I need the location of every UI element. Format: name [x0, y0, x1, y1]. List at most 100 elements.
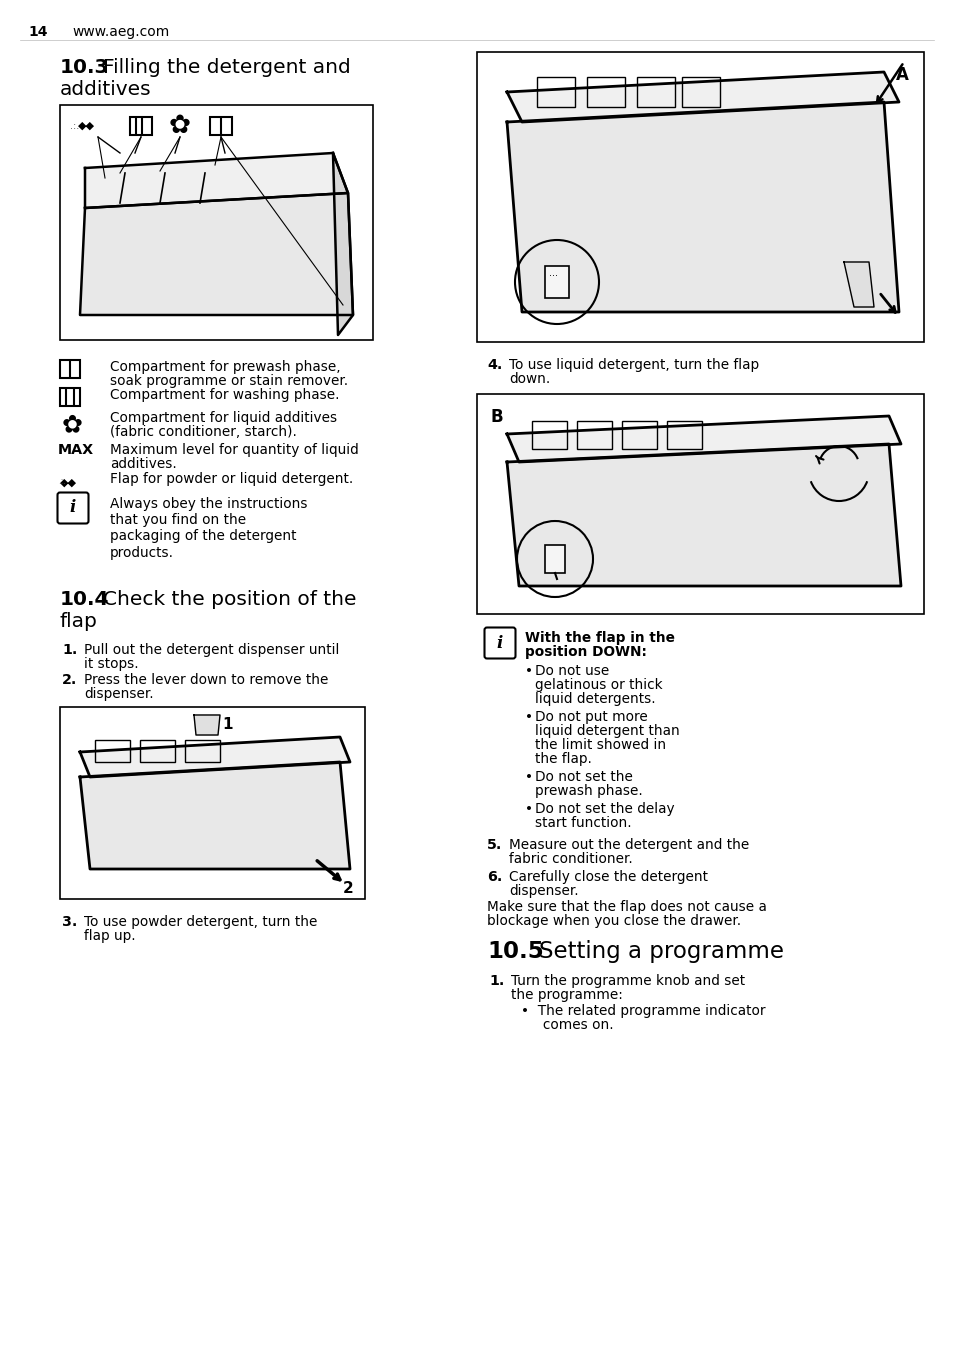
Text: Filling the detergent and: Filling the detergent and	[103, 58, 351, 77]
Polygon shape	[506, 444, 900, 586]
Polygon shape	[506, 416, 900, 462]
Text: With the flap in the: With the flap in the	[524, 631, 674, 645]
Text: 10.5: 10.5	[486, 940, 543, 963]
Text: soak programme or stain remover.: soak programme or stain remover.	[110, 374, 348, 389]
Text: 4.: 4.	[486, 357, 502, 372]
Text: position DOWN:: position DOWN:	[524, 645, 646, 659]
Text: flap: flap	[60, 612, 98, 631]
Bar	[140, 741, 174, 762]
Text: i: i	[70, 500, 76, 516]
Text: start function.: start function.	[535, 816, 631, 830]
Text: 10.3: 10.3	[60, 58, 110, 77]
Text: dispenser.: dispenser.	[509, 884, 578, 898]
Text: flap up.: flap up.	[84, 929, 135, 942]
Bar	[476, 394, 923, 613]
Text: the programme:: the programme:	[511, 988, 622, 1002]
Text: Measure out the detergent and the: Measure out the detergent and the	[509, 838, 748, 852]
Text: Setting a programme: Setting a programme	[538, 940, 783, 963]
Bar	[185, 741, 220, 762]
Text: Compartment for washing phase.: Compartment for washing phase.	[110, 389, 339, 402]
Text: down.: down.	[509, 372, 550, 386]
Text: Carefully close the detergent: Carefully close the detergent	[509, 871, 707, 884]
Text: •: •	[524, 770, 533, 784]
Text: Do not put more: Do not put more	[535, 709, 647, 724]
Bar	[621, 421, 657, 450]
Polygon shape	[80, 194, 353, 315]
Bar	[476, 51, 923, 343]
Text: gelatinous or thick: gelatinous or thick	[535, 678, 662, 692]
Text: additives: additives	[60, 80, 152, 99]
Polygon shape	[506, 102, 898, 311]
Text: ...: ...	[548, 268, 558, 278]
Text: Pull out the detergent dispenser until: Pull out the detergent dispenser until	[84, 643, 339, 657]
Text: •  The related programme indicator: • The related programme indicator	[520, 1005, 764, 1018]
Bar	[60, 360, 80, 378]
Text: 2: 2	[343, 881, 354, 896]
Text: 6.: 6.	[486, 871, 502, 884]
Bar	[95, 741, 130, 762]
Bar	[577, 421, 612, 450]
Text: To use liquid detergent, turn the flap: To use liquid detergent, turn the flap	[509, 357, 759, 372]
Text: 1.: 1.	[62, 643, 77, 657]
Bar	[544, 265, 568, 298]
Text: comes on.: comes on.	[520, 1018, 613, 1032]
Text: ✿: ✿	[169, 112, 191, 139]
Text: Maximum level for quantity of liquid: Maximum level for quantity of liquid	[110, 443, 358, 458]
Text: •: •	[524, 802, 533, 816]
Text: prewash phase.: prewash phase.	[535, 784, 642, 798]
Bar	[60, 707, 365, 899]
Text: To use powder detergent, turn the: To use powder detergent, turn the	[84, 915, 317, 929]
Text: dispenser.: dispenser.	[84, 686, 153, 701]
Text: the flap.: the flap.	[535, 751, 591, 766]
Text: Compartment for prewash phase,: Compartment for prewash phase,	[110, 360, 340, 374]
Text: ◆◆: ◆◆	[60, 478, 77, 487]
Text: Always obey the instructions
that you find on the
packaging of the detergent
pro: Always obey the instructions that you fi…	[110, 497, 307, 559]
Text: .:.: .:.	[70, 121, 79, 131]
Text: 5.: 5.	[486, 838, 502, 852]
Text: Do not set the delay: Do not set the delay	[535, 802, 674, 816]
Bar	[586, 77, 624, 107]
Polygon shape	[333, 153, 353, 334]
Text: 10.4: 10.4	[60, 590, 110, 609]
Text: 2.: 2.	[62, 673, 77, 686]
Text: 3.: 3.	[62, 915, 77, 929]
Text: •: •	[524, 709, 533, 724]
Text: liquid detergents.: liquid detergents.	[535, 692, 655, 705]
Text: 1: 1	[222, 718, 233, 733]
Text: .:.: .:.	[58, 477, 66, 486]
Text: ◆◆: ◆◆	[78, 121, 95, 131]
Text: i: i	[497, 635, 502, 651]
Text: fabric conditioner.: fabric conditioner.	[509, 852, 632, 867]
Text: Do not set the: Do not set the	[535, 770, 632, 784]
Text: 1.: 1.	[489, 974, 504, 988]
Text: it stops.: it stops.	[84, 657, 138, 672]
Text: Make sure that the flap does not cause a: Make sure that the flap does not cause a	[486, 900, 766, 914]
Text: Press the lever down to remove the: Press the lever down to remove the	[84, 673, 328, 686]
Polygon shape	[85, 153, 348, 209]
Text: MAX: MAX	[58, 443, 94, 458]
Text: ✿: ✿	[62, 413, 83, 437]
Bar	[544, 546, 564, 573]
Polygon shape	[843, 263, 873, 307]
Text: B: B	[491, 408, 503, 427]
Text: www.aeg.com: www.aeg.com	[71, 24, 169, 39]
Text: Flap for powder or liquid detergent.: Flap for powder or liquid detergent.	[110, 473, 353, 486]
Text: (fabric conditioner, starch).: (fabric conditioner, starch).	[110, 425, 296, 439]
Bar	[666, 421, 701, 450]
Bar	[60, 106, 373, 340]
Polygon shape	[506, 72, 898, 122]
Polygon shape	[193, 715, 220, 735]
Text: Check the position of the: Check the position of the	[103, 590, 356, 609]
Text: the limit showed in: the limit showed in	[535, 738, 665, 751]
Bar	[130, 116, 152, 135]
Bar	[681, 77, 720, 107]
Text: 14: 14	[28, 24, 48, 39]
Polygon shape	[80, 762, 350, 869]
Text: Turn the programme knob and set: Turn the programme knob and set	[511, 974, 744, 988]
Bar	[210, 116, 232, 135]
Bar	[60, 389, 80, 406]
Polygon shape	[80, 737, 350, 777]
Bar	[532, 421, 566, 450]
Text: additives.: additives.	[110, 458, 176, 471]
Bar	[637, 77, 675, 107]
